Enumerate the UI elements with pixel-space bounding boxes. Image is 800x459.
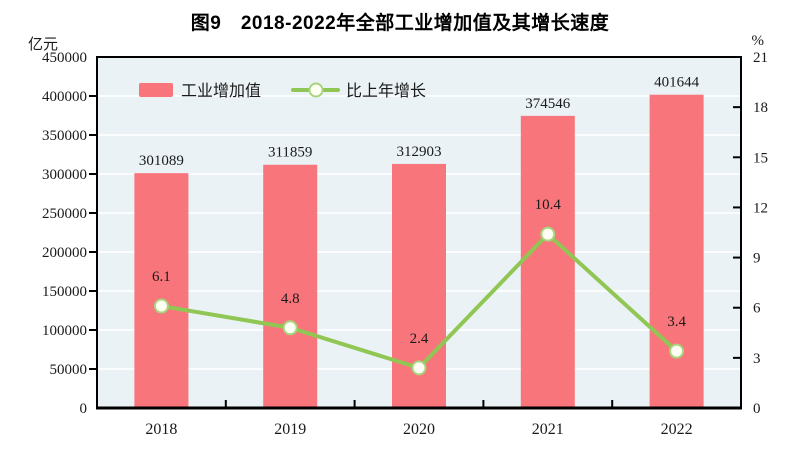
bar-value-label-2018: 301089 (139, 153, 184, 169)
line-marker-2018 (153, 298, 169, 314)
right-axis-tick-label: 6 (753, 301, 761, 317)
bar-2018 (134, 173, 189, 408)
right-axis-unit: % (751, 33, 765, 49)
x-category-label-2021: 2021 (532, 421, 564, 438)
left-axis-tick-label: 450000 (42, 50, 87, 66)
right-axis-tick-label: 21 (753, 50, 768, 66)
legend-bar-label: 工业增加值 (181, 82, 261, 100)
bar-value-label-2020: 312903 (397, 144, 442, 160)
right-axis-tick-label: 12 (753, 200, 768, 216)
bar-value-label-2022: 401644 (654, 75, 700, 91)
bar-2022 (649, 94, 704, 408)
line-value-label-2021: 10.4 (535, 197, 562, 213)
x-category-label-2019: 2019 (274, 421, 306, 438)
x-category-label-2022: 2022 (661, 421, 693, 438)
left-axis-tick-label: 50000 (50, 362, 88, 378)
bar-2019 (263, 164, 318, 408)
right-axis-tick-label: 0 (753, 401, 761, 417)
left-axis-tick-label: 400000 (42, 89, 87, 105)
bar-value-label-2021: 374546 (525, 96, 571, 112)
line-value-label-2019: 4.8 (281, 291, 300, 307)
right-axis-tick-label: 9 (753, 251, 761, 267)
line-marker-2020 (411, 360, 427, 376)
bar-2021 (520, 115, 575, 408)
line-marker-2021 (540, 226, 556, 242)
left-axis-unit: 亿元 (28, 37, 59, 53)
line-value-label-2018: 6.1 (152, 269, 171, 285)
line-value-label-2020: 2.4 (410, 331, 429, 347)
right-axis-tick-label: 15 (753, 150, 768, 166)
line-marker-2019 (282, 320, 298, 336)
left-axis-tick-label: 200000 (42, 245, 87, 261)
legend-line-marker (308, 82, 324, 98)
line-marker-2022 (669, 343, 685, 359)
left-axis-tick-label: 150000 (42, 284, 87, 300)
x-category-label-2018: 2018 (145, 421, 177, 438)
left-axis-tick-label: 350000 (42, 128, 87, 144)
left-axis-tick-label: 0 (80, 401, 88, 417)
line-value-label-2022: 3.4 (667, 314, 686, 330)
right-axis-tick-label: 3 (753, 351, 761, 367)
bar-value-label-2019: 311859 (268, 145, 312, 161)
left-axis-tick-label: 250000 (42, 206, 87, 222)
legend-bar-swatch (139, 83, 173, 97)
left-axis-tick-label: 300000 (42, 167, 87, 183)
right-axis-tick-label: 18 (753, 100, 768, 116)
left-axis-tick-label: 100000 (42, 323, 87, 339)
chart-title: 图9 2018-2022年全部工业增加值及其增长速度 (190, 13, 610, 34)
x-category-label-2020: 2020 (403, 421, 435, 438)
legend-line-label: 比上年增长 (346, 82, 426, 100)
